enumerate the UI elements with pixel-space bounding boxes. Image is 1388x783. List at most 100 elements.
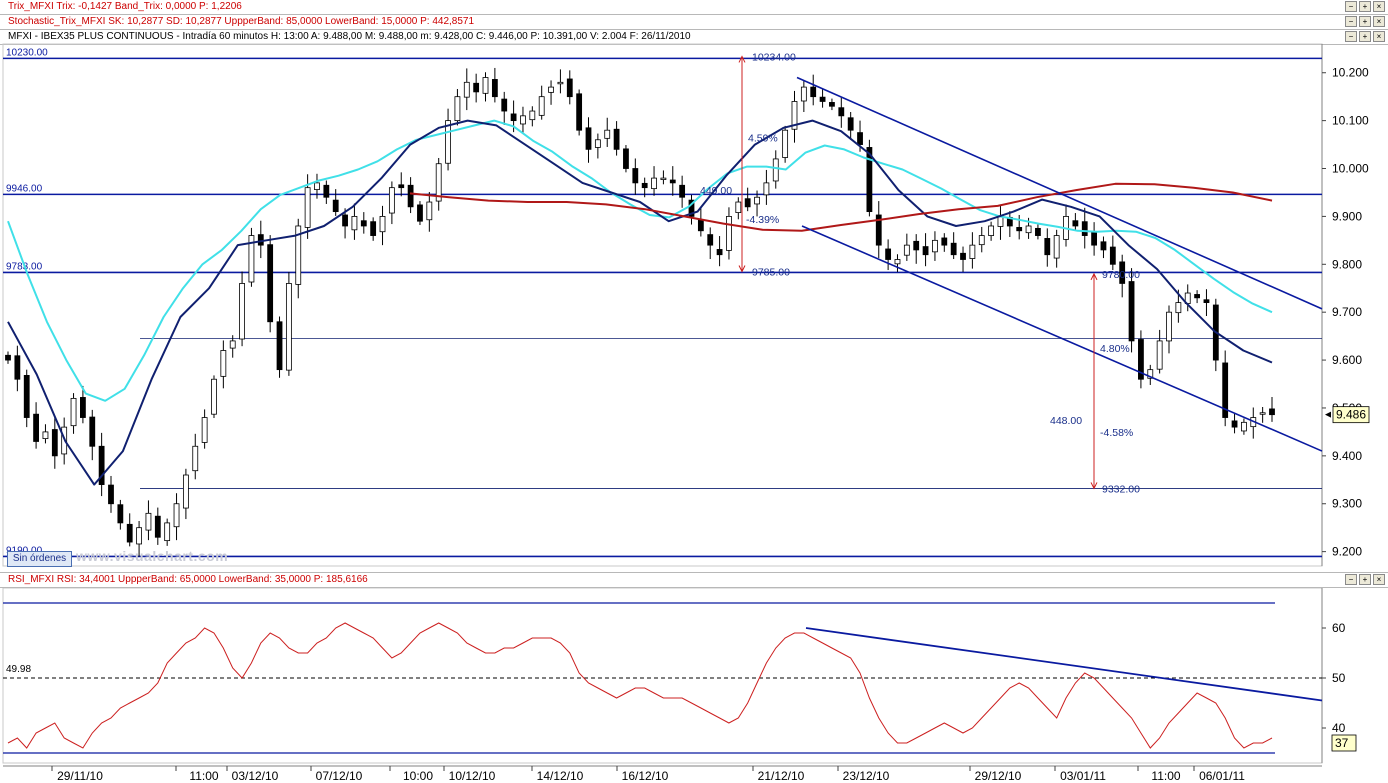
candle-body bbox=[164, 522, 171, 542]
candle-body bbox=[604, 129, 611, 139]
measure-arrow-2-head bbox=[1090, 482, 1098, 490]
candle-body bbox=[800, 86, 807, 102]
last-price-pointer bbox=[1325, 411, 1331, 418]
candle-body bbox=[1128, 281, 1135, 342]
candle-body bbox=[632, 168, 639, 184]
x-axis-label: 29/12/10 bbox=[975, 769, 1022, 783]
candle-body bbox=[285, 283, 292, 371]
close-button[interactable]: × bbox=[1373, 31, 1385, 42]
candle-body bbox=[417, 204, 423, 222]
candle-body bbox=[1194, 294, 1200, 299]
close-button[interactable]: × bbox=[1373, 574, 1385, 585]
candle-body bbox=[248, 235, 255, 283]
candle-body bbox=[220, 350, 227, 377]
candle-body bbox=[173, 503, 180, 528]
rsi-axis-label: 40 bbox=[1332, 721, 1346, 735]
watermark: www.visualchart.com bbox=[76, 548, 229, 564]
candle-body bbox=[510, 113, 517, 122]
candle-body bbox=[941, 237, 948, 246]
maximize-button[interactable]: + bbox=[1359, 16, 1371, 27]
candle-body bbox=[744, 198, 751, 208]
chart-annotation: 9332.00 bbox=[1102, 483, 1140, 495]
minimize-button[interactable]: − bbox=[1345, 1, 1357, 12]
candle-body bbox=[641, 182, 648, 189]
moving-average-1 bbox=[7, 119, 1273, 402]
candle-body bbox=[201, 417, 208, 443]
close-button[interactable]: × bbox=[1373, 16, 1385, 27]
candle-body bbox=[950, 242, 957, 256]
candle-body bbox=[42, 431, 49, 440]
candle-body bbox=[1035, 227, 1041, 236]
trix-header-text: Trix_MFXI Trix: -0,1427 Band_Trix: 0,000… bbox=[8, 1, 242, 12]
candle-body bbox=[660, 177, 667, 180]
x-axis-label: 06/01/11 bbox=[1199, 769, 1245, 783]
candle-body bbox=[14, 355, 21, 380]
last-price-box bbox=[1332, 406, 1370, 424]
price-axis-label: 9.700 bbox=[1332, 305, 1362, 319]
rsi-plot-frame bbox=[2, 587, 1323, 764]
candle-body bbox=[491, 79, 498, 98]
trend-line-lower bbox=[801, 225, 1323, 452]
maximize-button[interactable]: + bbox=[1359, 31, 1371, 42]
candle-body bbox=[108, 484, 114, 505]
rsi-window-buttons: − + × bbox=[1345, 574, 1385, 586]
minimize-button[interactable]: − bbox=[1345, 574, 1357, 585]
candle-body bbox=[407, 184, 414, 208]
candle-body bbox=[323, 184, 330, 198]
candle-body bbox=[482, 77, 489, 94]
minimize-button[interactable]: − bbox=[1345, 31, 1357, 42]
candle-body bbox=[1100, 241, 1107, 251]
candle-body bbox=[117, 504, 124, 524]
rsi-header-strip: RSI_MFXI RSI: 34,4001 UppperBand: 65,000… bbox=[0, 572, 1388, 588]
stochastic-window-buttons: − + × bbox=[1345, 16, 1385, 28]
candle-body bbox=[913, 240, 920, 251]
minimize-button[interactable]: − bbox=[1345, 16, 1357, 27]
maximize-button[interactable]: + bbox=[1359, 1, 1371, 12]
chart-annotation: -4.39% bbox=[746, 214, 779, 226]
last-price-label: 9.486 bbox=[1336, 408, 1366, 422]
orders-button[interactable]: Sin órdenes bbox=[7, 551, 72, 567]
candle-body bbox=[1081, 221, 1088, 236]
price-window-buttons: − + × bbox=[1345, 31, 1385, 43]
trend-line-upper bbox=[796, 76, 1323, 310]
candle-body bbox=[1091, 231, 1098, 246]
candle-body bbox=[463, 81, 470, 98]
candle-body bbox=[136, 527, 142, 545]
price-axis-label: 9.900 bbox=[1332, 209, 1362, 223]
candle-body bbox=[314, 182, 320, 190]
candle-body bbox=[548, 86, 554, 93]
candle-body bbox=[669, 179, 676, 184]
candle-body bbox=[997, 216, 1004, 227]
candle-body bbox=[1156, 340, 1163, 370]
chart-annotation: 449.00 bbox=[700, 185, 732, 197]
x-axis-label: 23/12/10 bbox=[843, 769, 890, 783]
candle-body bbox=[1072, 220, 1079, 227]
candle-body bbox=[1231, 420, 1238, 428]
candle-body bbox=[857, 132, 863, 145]
rsi-last-box bbox=[1331, 734, 1357, 752]
maximize-button[interactable]: + bbox=[1359, 574, 1371, 585]
candle-body bbox=[529, 110, 536, 121]
x-axis-label: 10/12/10 bbox=[449, 769, 496, 783]
chart-annotation: 9785.00 bbox=[752, 266, 790, 278]
price-axis-label: 10.200 bbox=[1332, 66, 1369, 80]
measure-arrow-1-head bbox=[738, 265, 746, 273]
candle-body bbox=[304, 187, 311, 228]
rsi-last-label: 37 bbox=[1335, 736, 1349, 750]
candle-body bbox=[360, 220, 367, 227]
candle-body bbox=[847, 117, 854, 131]
chart-annotation: -4.58% bbox=[1100, 427, 1133, 439]
candle-body bbox=[922, 246, 929, 256]
x-axis-label: 29/11/10 bbox=[57, 769, 103, 783]
candle-body bbox=[154, 515, 161, 538]
candle-body bbox=[1259, 412, 1266, 415]
close-button[interactable]: × bbox=[1373, 1, 1385, 12]
candle-body bbox=[557, 81, 564, 85]
rsi-trend-line bbox=[805, 627, 1323, 702]
candle-body bbox=[23, 374, 30, 418]
candle-body bbox=[735, 201, 742, 213]
candle-body bbox=[1203, 299, 1210, 304]
stochastic-header-text: Stochastic_Trix_MFXI SK: 10,2877 SD: 10,… bbox=[8, 16, 475, 27]
candle-body bbox=[960, 252, 966, 260]
